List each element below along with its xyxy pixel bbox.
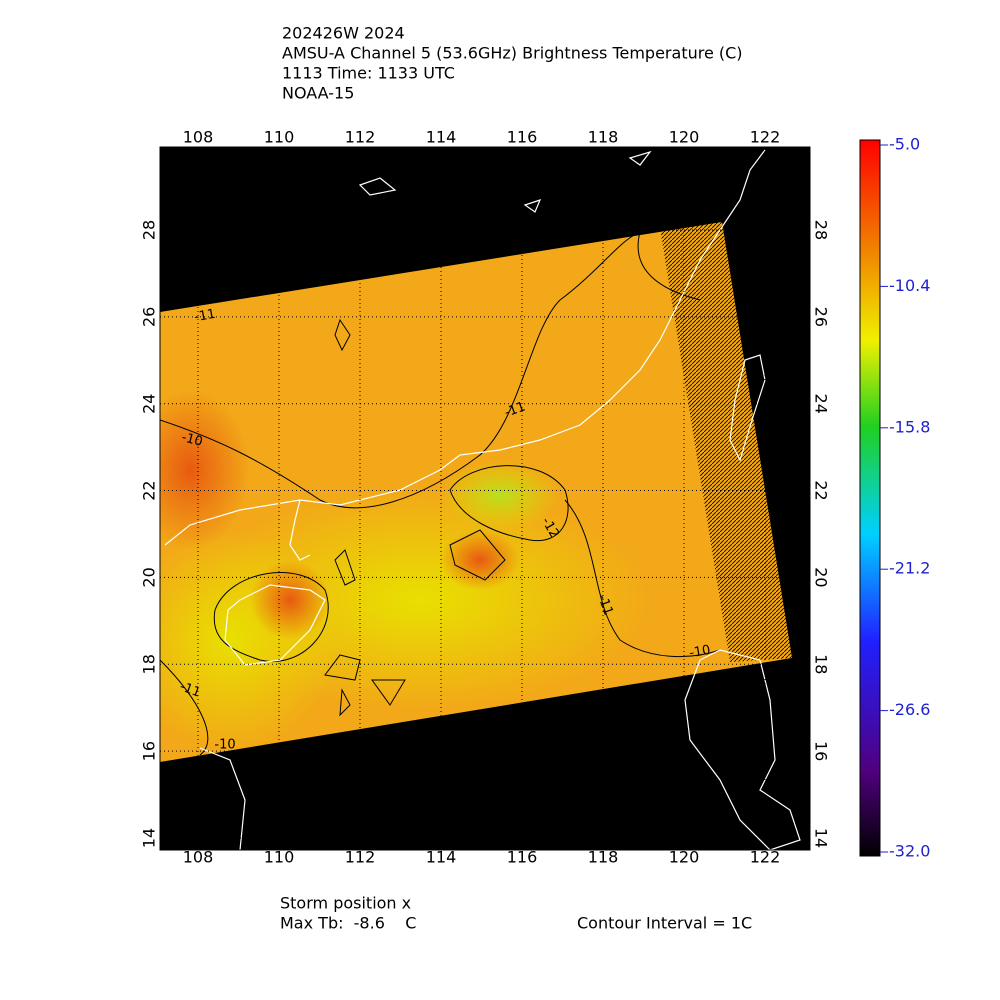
lat-label: 14 <box>812 828 831 848</box>
lon-label: 118 <box>588 848 619 867</box>
contour <box>449 465 569 542</box>
lat-label: 16 <box>812 741 831 761</box>
lat-label: 22 <box>812 480 831 500</box>
storm-position: Storm position x <box>280 894 411 913</box>
lat-label: 20 <box>812 567 831 587</box>
contour-label: -11 <box>177 679 202 700</box>
lon-label: 120 <box>669 848 700 867</box>
colorbar: -5.0 -10.4 -15.8 -21.2 -26.6 -32.0 <box>859 135 930 861</box>
lat-label: 18 <box>140 654 159 674</box>
coastlines <box>164 149 801 850</box>
map-frame <box>159 146 811 851</box>
contour-label: -10 <box>214 738 235 753</box>
lat-label: 14 <box>140 828 159 848</box>
axes: 108 108 110 110 112 112 114 114 116 116 118 118 120 1… <box>140 128 831 867</box>
hatched-region <box>660 222 792 662</box>
contour-label: -11 <box>193 307 217 325</box>
header-line: 202426W 2024 <box>282 24 405 43</box>
colorbar-label: -15.8 <box>889 417 930 436</box>
warm-region <box>160 530 340 750</box>
colorbar-label: -5.0 <box>889 135 920 154</box>
coastline <box>684 649 801 850</box>
contour-label: -11 <box>502 399 527 420</box>
lat-label: 28 <box>140 220 159 240</box>
colorbar-label: -21.2 <box>889 559 930 578</box>
lat-label: 28 <box>812 220 831 240</box>
max-tb: Max Tb: -8.6 C <box>280 914 416 933</box>
hot-region <box>440 530 520 590</box>
colorbar-scale <box>859 139 881 857</box>
contours <box>160 231 721 756</box>
contour-label: -10 <box>180 430 204 450</box>
header-line: AMSU-A Channel 5 (53.6GHz) Brightness Te… <box>282 44 743 63</box>
footer: Storm position x Max Tb: -8.6 C Contour … <box>280 894 752 933</box>
lon-label: 120 <box>669 128 700 147</box>
coastline <box>358 150 652 213</box>
lon-label: 108 <box>183 848 214 867</box>
lon-label: 122 <box>750 128 781 147</box>
lat-label: 18 <box>812 654 831 674</box>
coastline <box>729 354 766 462</box>
hot-region <box>250 560 330 640</box>
lat-label: 20 <box>140 567 159 587</box>
contour <box>160 231 641 509</box>
lon-label: 114 <box>426 848 457 867</box>
graticule <box>160 147 810 850</box>
lon-label: 116 <box>507 128 538 147</box>
colorbar-label: -32.0 <box>889 842 930 861</box>
contour <box>160 659 209 756</box>
lon-label: 112 <box>345 128 376 147</box>
lat-label: 26 <box>140 307 159 327</box>
coastline <box>224 584 326 666</box>
header-line: NOAA-15 <box>282 84 354 103</box>
lon-label: 110 <box>264 128 295 147</box>
lon-label: 122 <box>750 848 781 867</box>
contour-label: -11 <box>594 592 615 617</box>
lat-label: 24 <box>140 394 159 414</box>
contour <box>324 318 506 717</box>
contour <box>213 572 329 662</box>
lat-label: 26 <box>812 307 831 327</box>
contour <box>564 499 721 657</box>
swath <box>160 222 792 762</box>
contour <box>637 231 701 301</box>
lon-label: 118 <box>588 128 619 147</box>
lon-label: 110 <box>264 848 295 867</box>
cool-region <box>440 460 560 530</box>
header: 202426W 2024 AMSU-A Channel 5 (53.6GHz) … <box>282 24 743 103</box>
contour-label: -10 <box>688 643 712 661</box>
coastline <box>199 747 246 850</box>
lat-label: 22 <box>140 480 159 500</box>
lon-label: 114 <box>426 128 457 147</box>
lon-label: 116 <box>507 848 538 867</box>
coastline <box>164 149 766 546</box>
contour-interval: Contour Interval = 1C <box>577 914 752 933</box>
hot-region <box>160 390 250 550</box>
header-line: 1113 Time: 1133 UTC <box>282 64 455 83</box>
map: -11-10-11-12-11-10-11-10 <box>160 147 810 850</box>
lon-label: 108 <box>183 128 214 147</box>
lon-label: 112 <box>345 848 376 867</box>
lat-label: 16 <box>140 741 159 761</box>
colorbar-label: -10.4 <box>889 276 930 295</box>
contour-labels: -11-10-11-12-11-10-11-10 <box>177 307 711 753</box>
coastline <box>289 499 311 561</box>
lat-label: 24 <box>812 394 831 414</box>
colorbar-label: -26.6 <box>889 700 930 719</box>
